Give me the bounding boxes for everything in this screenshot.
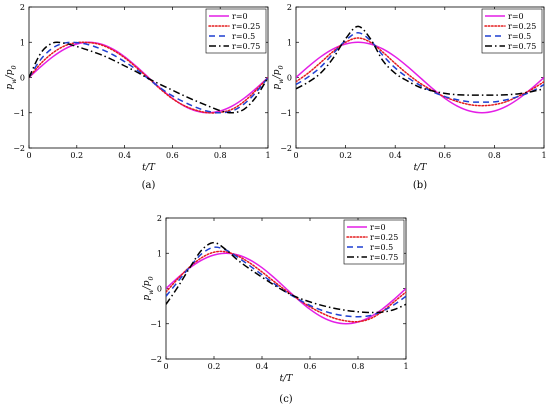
legend: r=0r=0.25r=0.5r=0.75 — [481, 8, 543, 54]
x-tick-label: 0 — [293, 151, 298, 160]
y-tick-label: −2 — [280, 144, 292, 153]
x-tick-label: 0.8 — [488, 151, 501, 160]
legend-entry: r=0.25 — [508, 22, 536, 31]
x-tick-label: 0.6 — [166, 151, 179, 160]
y-tick-label: −1 — [150, 320, 162, 329]
series-line-r=0.75 — [296, 25, 544, 96]
x-tick-label: 0.2 — [208, 362, 221, 371]
y-tick-label: −1 — [13, 109, 25, 118]
chart-panel-c: 0 0.2 0.4 0.6 0.8 1−2−1012t/Tpw/p0r=0r=0.25r=… — [142, 214, 409, 405]
y-axis-title: pw/p0 — [5, 65, 18, 89]
y-tick-label: 1 — [157, 249, 162, 258]
y-tick-label: 1 — [287, 38, 292, 47]
y-tick-label: 2 — [157, 214, 162, 223]
series-line-r=0 — [296, 41, 544, 114]
y-tick-label: −2 — [13, 144, 25, 153]
legend-entry: r=0.5 — [232, 32, 255, 41]
series-line-r=0.5 — [166, 246, 406, 318]
y-tick-label: 0 — [287, 74, 292, 83]
legend: r=0r=0.25r=0.5r=0.75 — [343, 219, 405, 265]
legend-entry: r=0 — [508, 12, 524, 21]
series-line-r=0 — [166, 252, 406, 325]
legend-entry: r=0.75 — [508, 42, 536, 51]
legend: r=0r=0.25r=0.5r=0.75 — [205, 8, 267, 54]
x-axis-title: t/T — [142, 163, 156, 173]
series-line-r=0.75 — [29, 41, 268, 114]
x-tick-label: 0.6 — [438, 151, 451, 160]
x-tick-label: 0.8 — [214, 151, 227, 160]
y-axis-title: pw/p0 — [142, 276, 155, 300]
legend-entry: r=0.25 — [232, 22, 260, 31]
y-tick-label: 2 — [287, 3, 292, 12]
y-axis-title: pw/p0 — [272, 65, 285, 89]
x-tick-label: 0.2 — [339, 151, 352, 160]
x-tick-label: 0.4 — [389, 151, 402, 160]
x-axis-title: t/T — [414, 163, 428, 173]
chart-panel-a: 0 0.2 0.4 0.6 0.8 1−2−1012t/Tpw/p0r=0r=0.25r=… — [5, 3, 271, 191]
legend-entry: r=0.75 — [232, 42, 260, 51]
x-axis-title: t/T — [280, 374, 294, 384]
panel-caption: (b) — [413, 180, 427, 191]
x-tick-label: 0 — [163, 362, 168, 371]
series-line-r=0.5 — [296, 31, 544, 103]
legend-entry: r=0 — [370, 223, 386, 232]
series-line-r=0.25 — [166, 250, 406, 323]
y-tick-label: 2 — [20, 3, 25, 12]
x-tick-label: 0.4 — [118, 151, 131, 160]
panel-caption: (a) — [142, 180, 156, 191]
chart-panel-b: 0 0.2 0.4 0.6 0.8 1−2−1012t/Tpw/p0r=0r=0.25r=… — [272, 3, 547, 191]
y-tick-label: 0 — [20, 74, 25, 83]
x-tick-label: 1 — [265, 151, 270, 160]
y-tick-label: 1 — [20, 38, 25, 47]
legend-entry: r=0.5 — [508, 32, 531, 41]
panel-caption: (c) — [279, 394, 293, 405]
x-tick-label: 0.6 — [304, 362, 317, 371]
x-tick-label: 0.2 — [70, 151, 83, 160]
series-line-r=0.75 — [166, 241, 406, 314]
x-tick-label: 0.8 — [352, 362, 365, 371]
x-tick-label: 0.4 — [256, 362, 269, 371]
y-tick-label: −2 — [150, 355, 162, 364]
y-tick-label: 0 — [157, 285, 162, 294]
y-tick-label: −1 — [280, 109, 292, 118]
legend-entry: r=0 — [232, 12, 248, 21]
legend-entry: r=0.5 — [370, 243, 393, 252]
x-tick-label: 1 — [541, 151, 546, 160]
legend-entry: r=0.25 — [370, 233, 398, 242]
legend-entry: r=0.75 — [370, 253, 398, 262]
x-tick-label: 0 — [26, 151, 31, 160]
x-tick-label: 1 — [403, 362, 408, 371]
